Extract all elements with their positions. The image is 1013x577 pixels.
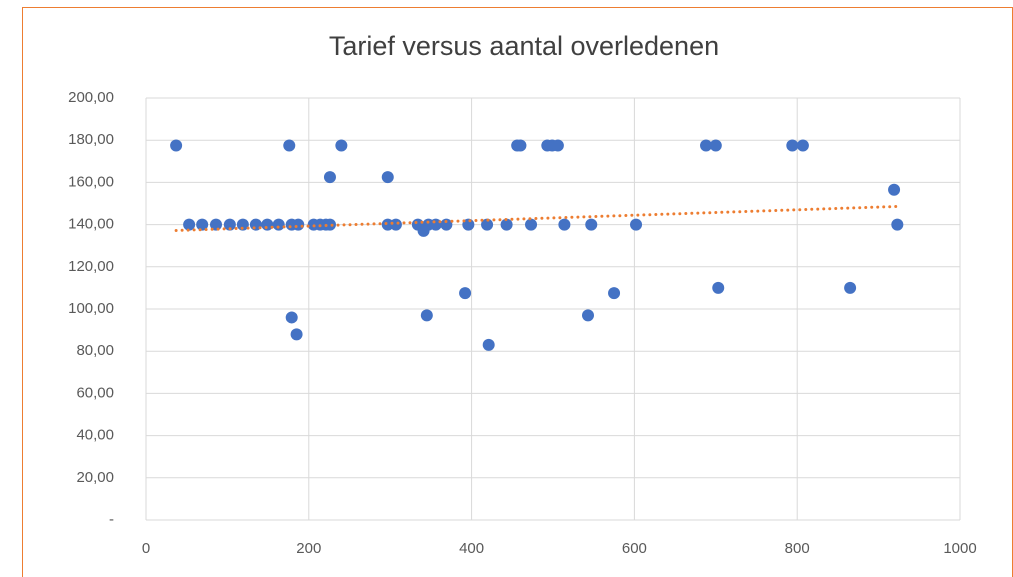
point — [323, 218, 336, 231]
point — [608, 287, 621, 300]
point — [335, 139, 348, 152]
point — [482, 338, 495, 351]
trendline — [174, 204, 899, 233]
point — [210, 218, 223, 231]
x-tick-label: 0 — [142, 540, 150, 557]
point — [786, 139, 799, 152]
y-tick-label: 100,00 — [68, 300, 114, 317]
point — [261, 218, 274, 231]
point — [196, 218, 209, 231]
y-tick-label: 60,00 — [76, 384, 114, 401]
point — [558, 218, 571, 231]
point — [700, 139, 713, 152]
point — [292, 218, 305, 231]
point — [514, 139, 527, 152]
point — [709, 139, 722, 152]
point — [585, 218, 598, 231]
y-tick-label: 200,00 — [68, 89, 114, 106]
point — [170, 139, 183, 152]
point — [285, 311, 298, 324]
point — [796, 139, 809, 152]
point — [500, 218, 513, 231]
y-tick-label: 160,00 — [68, 173, 114, 190]
y-tick-label: 80,00 — [76, 342, 114, 359]
point — [389, 218, 402, 231]
point — [381, 171, 394, 184]
point — [481, 218, 494, 231]
point — [888, 183, 901, 196]
point — [417, 224, 430, 237]
chart-border — [22, 7, 1013, 577]
point — [290, 328, 303, 341]
x-tick-label: 200 — [296, 540, 321, 557]
point — [462, 218, 475, 231]
x-tick-label: 400 — [459, 540, 484, 557]
y-tick-label: 140,00 — [68, 216, 114, 233]
point — [582, 309, 595, 322]
y-tick-label: 180,00 — [68, 131, 114, 148]
y-tick-label: 40,00 — [76, 427, 114, 444]
y-tick-label: 20,00 — [76, 469, 114, 486]
y-tick-label: 120,00 — [68, 258, 114, 275]
point — [459, 287, 472, 300]
point — [891, 218, 904, 231]
x-tick-label: 1000 — [943, 540, 976, 557]
point — [844, 281, 857, 294]
point — [420, 309, 433, 322]
point — [183, 218, 196, 231]
point — [712, 281, 725, 294]
point — [272, 218, 285, 231]
point — [323, 171, 336, 184]
x-tick-label: 600 — [622, 540, 647, 557]
point — [223, 218, 236, 231]
x-tick-label: 800 — [785, 540, 810, 557]
point — [551, 139, 564, 152]
y-tick-label: - — [109, 511, 114, 528]
point — [525, 218, 538, 231]
point — [283, 139, 296, 152]
point — [440, 218, 453, 231]
point — [630, 218, 643, 231]
chart-title: Tarief versus aantal overledenen — [329, 31, 719, 61]
point — [236, 218, 249, 231]
